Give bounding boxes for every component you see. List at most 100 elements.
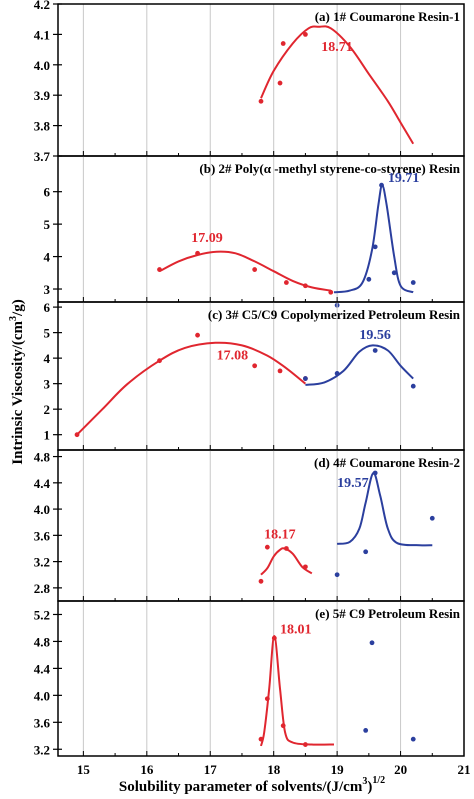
y-tick-label: 4.8 <box>34 634 51 649</box>
y-tick-label: 3.2 <box>34 742 50 757</box>
panel-title: (a) 1# Coumarone Resin-1 <box>315 9 460 24</box>
y-tick-label: 3 <box>44 377 51 392</box>
y-tick-label: 4.1 <box>34 27 50 42</box>
y-tick-label: 4.0 <box>34 58 50 73</box>
panel-frame <box>57 449 465 602</box>
blue-data-point <box>410 280 416 285</box>
red-data-point <box>258 578 264 584</box>
red-data-point <box>74 432 80 438</box>
x-tick-label: 15 <box>77 762 91 777</box>
peak-annotation: 17.09 <box>191 231 223 246</box>
y-tick-label: 6 <box>44 300 51 315</box>
panel-a: 3.7 3.8 3.9 4.0 4.1 4.2 (a) 1# Coumarone Resin… <box>34 0 465 164</box>
panel-title: (b) 2# Poly(α -methyl styrene-co-styrene… <box>199 161 460 176</box>
panel-c: 1 2 3 4 5 6 (c) 3# C5/C9 Copolymerized Petrole… <box>44 300 465 451</box>
red-data-point <box>303 32 308 37</box>
panel-d: 2.8 3.2 3.6 4.0 4.4 4.8 (d) 4# Coumarone Resin… <box>34 449 465 602</box>
x-tick-label: 17 <box>204 762 218 777</box>
y-tick-label: 3.9 <box>34 88 51 103</box>
panel-title: (d) 4# Coumarone Resin-2 <box>314 455 460 470</box>
red-data-point <box>283 546 289 551</box>
blue-data-point <box>363 727 369 733</box>
x-tick-label: 16 <box>140 762 154 777</box>
panel-frame <box>57 301 465 451</box>
y-tick-label: 5 <box>44 217 51 232</box>
red-fit-curve <box>159 250 331 292</box>
y-tick-label: 3.8 <box>34 119 51 134</box>
blue-data-point <box>391 270 397 276</box>
x-tick-label: 20 <box>394 762 407 777</box>
x-tick-label: 18 <box>267 762 281 777</box>
red-data-point <box>258 98 264 104</box>
red-data-point <box>264 544 270 550</box>
blue-data-point <box>429 515 435 521</box>
panel-b: 3 4 5 6 (b) 2# Poly(α -methyl styrene-co-sty… <box>44 155 465 308</box>
red-data-point <box>303 564 308 570</box>
red-data-point <box>328 289 334 295</box>
blue-data-point <box>334 572 340 578</box>
y-tick-label: 4.8 <box>34 450 51 465</box>
x-axis-label-exponent: 1/2 <box>372 775 385 786</box>
panel-e: 3.2 3.6 4.0 4.4 4.8 5.2 15 16 17 18 19 20 21 (e) 5# C… <box>34 600 471 777</box>
blue-data-point <box>369 640 375 646</box>
red-data-point <box>264 696 270 702</box>
blue-data-point <box>366 276 372 282</box>
red-data-point <box>258 736 264 742</box>
y-tick-label: 4.0 <box>34 688 50 703</box>
blue-data-point <box>363 549 369 555</box>
y-axis-label: Intrinsic Viscosity/(cm3/g) <box>8 299 26 464</box>
blue-fit-curve <box>305 344 414 386</box>
y-tick-label: 5 <box>44 326 51 341</box>
red-fit-curve <box>260 547 313 576</box>
blue-data-point <box>410 383 416 389</box>
red-data-point <box>195 332 200 338</box>
panel-title: (c) 3# C5/C9 Copolymerized Petroleum Res… <box>208 307 461 322</box>
x-axis-label-main: Solubility parameter of solvents/(J/cm <box>119 779 363 795</box>
red-data-point <box>280 723 286 729</box>
y-tick-label: 4 <box>44 351 51 366</box>
panel-frame <box>57 600 465 757</box>
blue-data-point <box>379 182 384 188</box>
peak-annotation: 18.17 <box>264 528 296 543</box>
y-tick-label: 3.6 <box>34 528 51 543</box>
red-fit-curve <box>76 341 307 436</box>
blue-data-point <box>303 376 308 381</box>
red-data-point <box>277 80 283 86</box>
x-axis-label-sup: 3 <box>362 776 367 787</box>
y-tick-label: 3.7 <box>34 149 51 164</box>
x-axis-label-tail: ) <box>367 779 372 795</box>
x-axis-label: Solubility parameter of solvents/(J/cm3)… <box>119 775 385 795</box>
red-data-point <box>157 358 162 364</box>
red-data-point <box>277 368 283 374</box>
red-data-point <box>303 283 308 289</box>
red-data-point <box>303 742 308 747</box>
blue-fit-curve <box>333 184 414 294</box>
y-tick-label: 3 <box>44 282 51 297</box>
y-tick-label: 4.4 <box>34 476 51 491</box>
y-tick-label: 2.8 <box>34 581 51 596</box>
chart-panels: 3.7 3.8 3.9 4.0 4.1 4.2 (a) 1# Coumarone Resin… <box>34 0 471 777</box>
blue-fit-curve <box>336 471 433 547</box>
blue-data-point <box>410 736 416 742</box>
y-tick-label: 6 <box>44 185 51 200</box>
peak-annotation: 18.01 <box>280 622 312 637</box>
peak-annotation: 19.71 <box>388 171 420 186</box>
red-data-point <box>280 41 286 46</box>
red-data-point <box>195 250 200 256</box>
red-data-point <box>157 267 162 272</box>
y-axis-label-tail: /g) <box>10 299 26 317</box>
red-fit-curve <box>260 634 335 747</box>
y-tick-label: 4.4 <box>34 661 51 676</box>
y-tick-label: 4.0 <box>34 502 50 517</box>
red-data-point <box>252 267 258 272</box>
y-tick-label: 4 <box>44 250 51 265</box>
red-data-point <box>271 635 277 641</box>
panel-title: (e) 5# C9 Petroleum Resin <box>315 606 461 621</box>
blue-data-point <box>372 244 378 250</box>
y-axis-label-main: Intrinsic Viscosity/(cm <box>10 320 26 464</box>
y-axis-label-sup: 3 <box>8 316 19 321</box>
y-tick-label: 3.2 <box>34 555 50 570</box>
red-data-point <box>283 280 289 285</box>
blue-data-point <box>372 348 378 353</box>
